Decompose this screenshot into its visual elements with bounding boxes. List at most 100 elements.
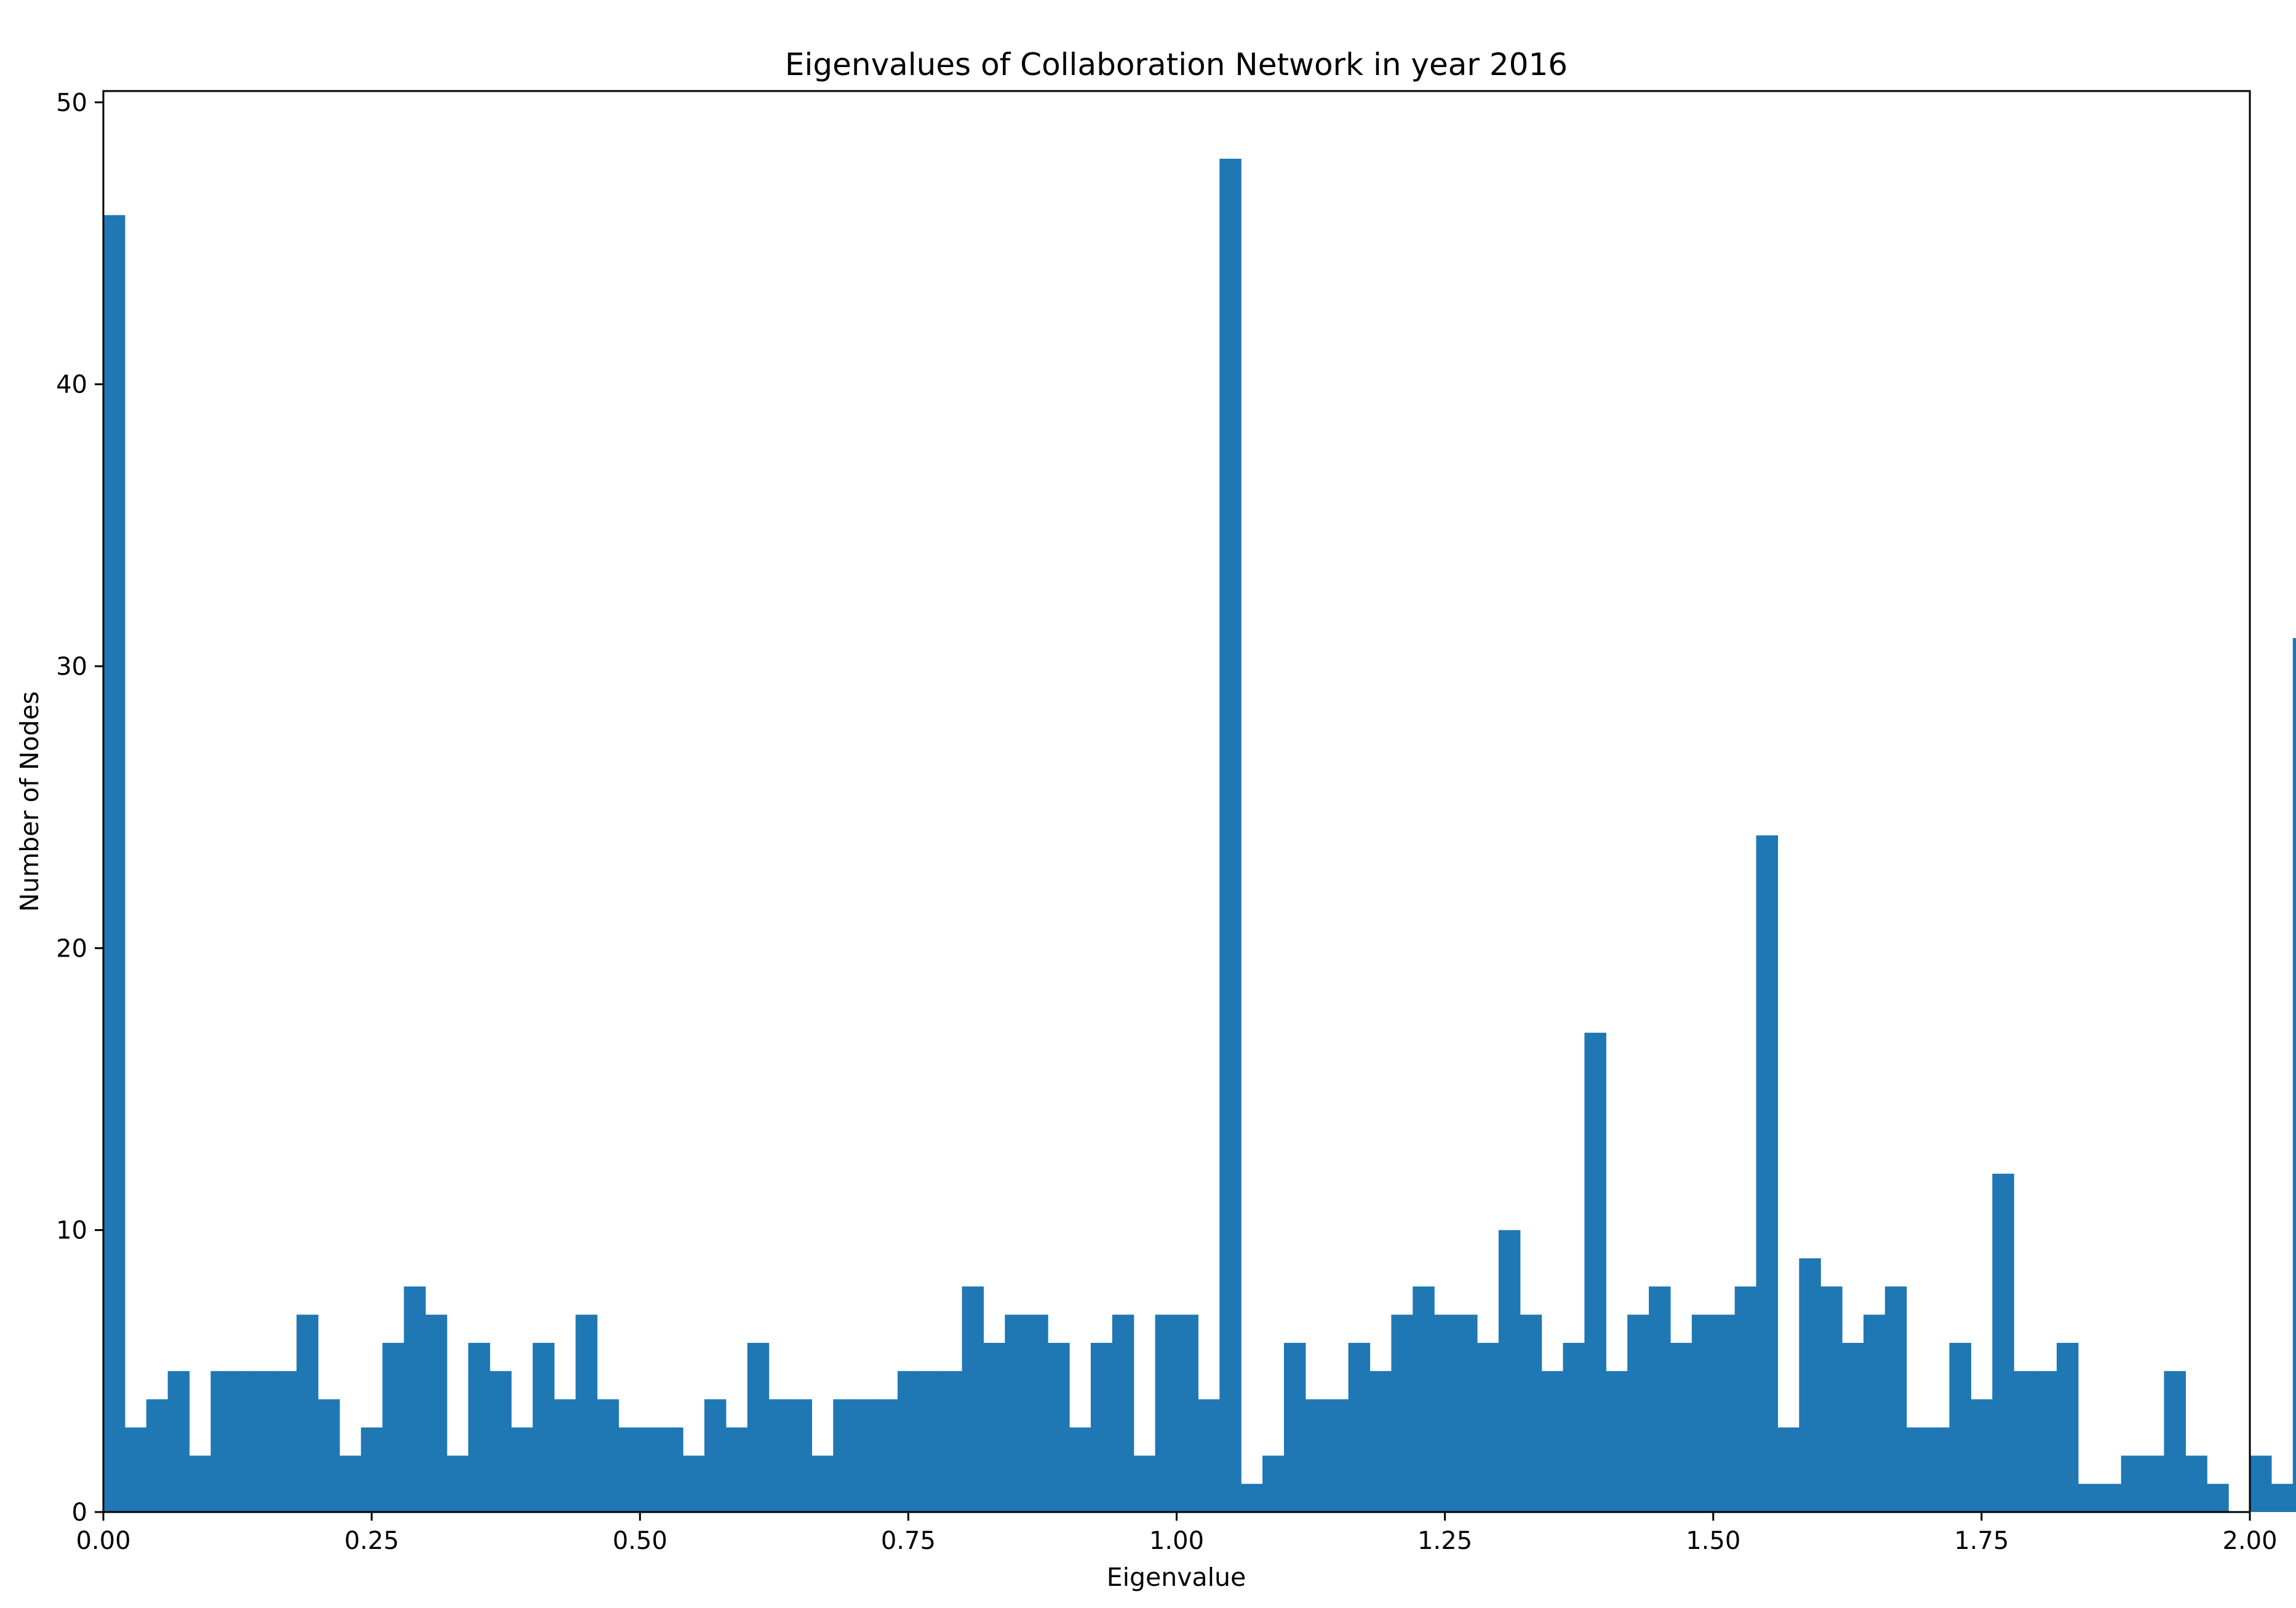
x-tick-label: 1.00	[1149, 1527, 1204, 1555]
histogram-bar	[1112, 1315, 1134, 1512]
y-tick-label: 40	[56, 371, 87, 399]
histogram-bar	[1241, 1484, 1263, 1512]
histogram-bar	[425, 1315, 447, 1512]
histogram-bar	[1305, 1399, 1328, 1512]
histogram-bar	[167, 1371, 190, 1512]
histogram-bar	[1069, 1427, 1091, 1512]
histogram-bar	[361, 1427, 383, 1512]
histogram-bar	[1498, 1230, 1521, 1512]
histogram-bar	[704, 1399, 727, 1512]
chart-title: Eigenvalues of Collaboration Network in …	[785, 47, 1568, 82]
x-axis-ticks: 0.00 0.25 0.50 0.75 1.00 1.25 1.50 1.75 2.00	[76, 1512, 2278, 1555]
y-tick-label: 20	[56, 934, 87, 963]
histogram-bar	[1326, 1399, 1349, 1512]
histogram-bar	[747, 1343, 770, 1512]
y-tick-label: 30	[56, 653, 87, 681]
histogram-bar	[189, 1455, 212, 1512]
histogram-bar	[1520, 1315, 1542, 1512]
histogram-bar	[1863, 1315, 1886, 1512]
histogram-bar	[725, 1427, 748, 1512]
histogram-bar	[1198, 1399, 1220, 1512]
x-axis-label: Eigenvalue	[1107, 1562, 1246, 1592]
histogram-bar	[2142, 1455, 2165, 1512]
histogram-bar	[2056, 1343, 2079, 1512]
histogram-bar	[1927, 1427, 1950, 1512]
histogram-bar	[919, 1371, 941, 1512]
histogram-bar	[2014, 1371, 2036, 1512]
histogram-bar	[876, 1399, 898, 1512]
histogram-bar	[146, 1399, 169, 1512]
x-tick-label: 1.50	[1686, 1527, 1740, 1555]
histogram-bar	[661, 1427, 684, 1512]
histogram-bar	[1884, 1286, 1907, 1512]
histogram-bar	[317, 1399, 340, 1512]
histogram-bar	[575, 1315, 598, 1512]
histogram-bar	[1627, 1315, 1649, 1512]
histogram-bar	[897, 1371, 920, 1512]
histogram-bar	[1477, 1343, 1499, 1512]
histogram-bar	[210, 1371, 233, 1512]
histogram-bar	[2035, 1371, 2057, 1512]
histogram-bar	[1026, 1315, 1048, 1512]
histogram-bar	[2099, 1484, 2122, 1512]
histogram-bar	[1283, 1343, 1306, 1512]
x-tick-label: 0.50	[613, 1527, 668, 1555]
histogram-bar	[790, 1399, 812, 1512]
histogram-bar	[855, 1399, 877, 1512]
histogram-bar	[1670, 1343, 1692, 1512]
y-tick-label: 0	[72, 1499, 87, 1527]
histogram-bar	[468, 1343, 490, 1512]
histogram-bar	[683, 1455, 705, 1512]
histogram-bar	[490, 1371, 512, 1512]
histogram-bar	[2271, 1484, 2294, 1512]
histogram-bar	[1434, 1315, 1456, 1512]
histogram-bar	[768, 1399, 791, 1512]
histogram-bar	[1820, 1286, 1843, 1512]
histogram-bar	[2078, 1484, 2100, 1512]
histogram-bar	[1606, 1371, 1628, 1512]
histogram-bar	[2185, 1455, 2207, 1512]
histogram-bar	[618, 1427, 640, 1512]
y-axis-label: Number of Nodes	[15, 691, 44, 912]
histogram-bar	[1391, 1315, 1413, 1512]
histogram-bar	[1155, 1315, 1178, 1512]
histogram-bar	[532, 1343, 555, 1512]
histogram-bar	[1563, 1343, 1585, 1512]
histogram-bar	[447, 1455, 469, 1512]
histogram-bar	[1777, 1427, 1800, 1512]
histogram-bar	[983, 1343, 1005, 1512]
x-tick-label: 1.25	[1417, 1527, 1472, 1555]
histogram-bar	[833, 1399, 855, 1512]
histogram-bar	[1584, 1032, 1606, 1512]
histogram-bar	[962, 1286, 984, 1512]
histogram-bar	[1541, 1371, 1564, 1512]
histogram-bar	[2121, 1455, 2143, 1512]
histogram-bar	[811, 1455, 834, 1512]
histogram-bar	[1369, 1371, 1392, 1512]
histogram-bar	[253, 1371, 276, 1512]
histogram-bar	[124, 1427, 147, 1512]
histogram-bar	[297, 1315, 319, 1512]
histogram-bar	[1133, 1455, 1156, 1512]
histogram-bar	[1713, 1315, 1736, 1512]
histogram-bar	[232, 1371, 254, 1512]
histogram-bar	[1649, 1286, 1671, 1512]
y-axis-ticks: 0 10 20 30 40 50	[56, 89, 103, 1527]
histogram-bar	[275, 1371, 297, 1512]
x-tick-label: 1.75	[1954, 1527, 2009, 1555]
histogram-bar	[2207, 1484, 2229, 1512]
histogram-bar	[1799, 1258, 1821, 1512]
histogram-bar	[1734, 1286, 1757, 1512]
histogram-bar	[554, 1399, 576, 1512]
histogram-bar	[103, 215, 126, 1513]
x-tick-label: 0.75	[881, 1527, 936, 1555]
histogram-bar	[382, 1343, 405, 1512]
histogram-bar	[2292, 638, 2296, 1512]
histogram-bar	[1176, 1315, 1198, 1512]
histogram-bar	[1906, 1427, 1929, 1512]
x-tick-label: 0.00	[76, 1527, 130, 1555]
histogram-bar	[1842, 1343, 1864, 1512]
